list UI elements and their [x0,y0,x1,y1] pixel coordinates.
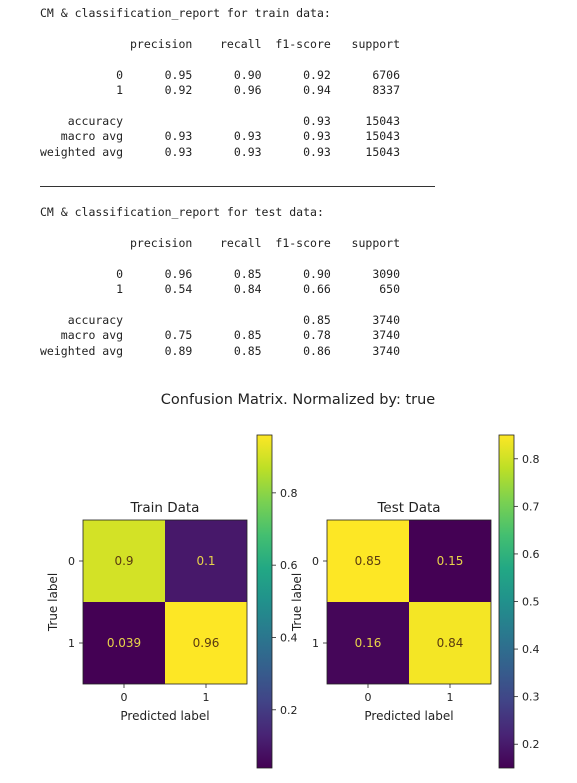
cm-cell [327,602,409,684]
cm-frame [82,519,248,685]
y-axis-label: True label [290,573,304,632]
x-tick-label: 0 [121,691,128,704]
x-tick-label: 1 [447,691,454,704]
train-classification-report: CM & classification_report for train dat… [40,6,401,159]
colorbar [498,434,515,769]
cm-panel-test: Test Data 0.85 0.15 0.16 0.84 0 1 0 1 Predicted l… [290,434,540,769]
colorbar-tick-label: 0.6 [280,559,298,572]
colorbar-tick-label: 0.4 [522,643,540,656]
colorbar-tick-label: 0.5 [522,596,540,609]
colorbar-tick-label: 0.7 [522,500,540,513]
separator-line [40,186,435,187]
y-tick-label: 1 [68,637,75,650]
x-axis-label: Predicted label [364,709,453,723]
cm-cell-label: 0.85 [355,554,382,568]
colorbar-tick-label: 0.2 [280,704,298,717]
test-classification-report: CM & classification_report for test data… [40,205,401,358]
cm-cell [165,602,247,684]
cm-cell-label: 0.9 [114,554,133,568]
panel-title: Train Data [130,500,200,516]
colorbar-tick-label: 0.4 [280,631,298,644]
cm-cell-label: 0.15 [437,554,464,568]
colorbar-tick-label: 0.3 [522,691,540,704]
x-axis-label: Predicted label [120,709,209,723]
cm-cell-label: 0.96 [193,636,220,650]
colorbar [256,434,273,769]
cm-cell [83,520,165,602]
colorbar-tick-label: 0.2 [522,738,540,751]
cm-cell [327,520,409,602]
cm-cell-label: 0.1 [196,554,215,568]
confusion-matrix-figure: Confusion Matrix. Normalized by: true Tr… [46,392,540,769]
y-tick-label: 1 [312,637,319,650]
cm-cell [83,602,165,684]
colorbar-tick-label: 0.8 [522,453,540,466]
x-tick-label: 1 [203,691,210,704]
y-axis-label: True label [46,573,60,632]
colorbar-tick-label: 0.8 [280,487,298,500]
cm-cell [409,520,491,602]
colorbar-tick-label: 0.6 [522,548,540,561]
cm-cell-label: 0.84 [437,636,464,650]
y-tick-label: 0 [312,555,319,568]
cm-panel-train: Train Data 0.9 0.1 0.039 0.96 0 1 0 1 Predicted l… [46,434,298,769]
y-tick-label: 0 [68,555,75,568]
cm-cell-label: 0.16 [355,636,382,650]
cm-cell [409,602,491,684]
cm-cell [165,520,247,602]
panel-title: Test Data [376,500,440,516]
cm-frame [326,519,492,685]
cm-cell-label: 0.039 [107,636,141,650]
x-tick-label: 0 [365,691,372,704]
figure-title: Confusion Matrix. Normalized by: true [161,392,436,408]
